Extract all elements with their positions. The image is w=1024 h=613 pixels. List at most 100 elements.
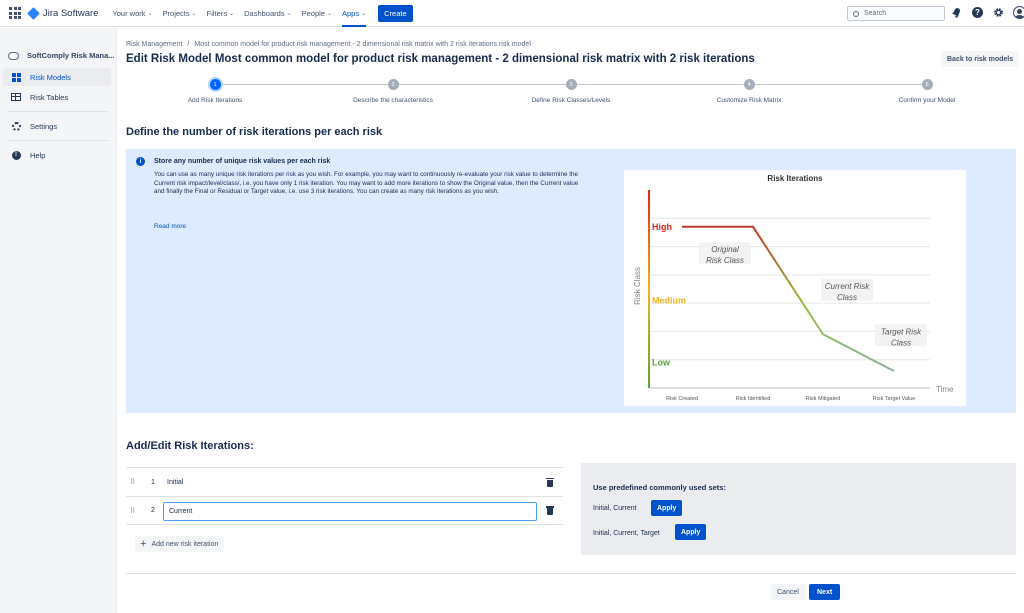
- sidebar-item-risk-models[interactable]: Risk Models: [3, 68, 111, 86]
- iteration-number: 2: [151, 507, 155, 514]
- chart-series-line: [682, 225, 895, 372]
- step-label: Customize Risk Matrix: [716, 97, 782, 104]
- step-define-risk-classes[interactable]: 3 Define Risk Classes/Levels: [501, 79, 641, 104]
- add-edit-heading: Add/Edit Risk Iterations:: [126, 440, 254, 452]
- product-name: Jira Software: [43, 7, 99, 19]
- create-button[interactable]: Create: [378, 4, 413, 22]
- jira-logo[interactable]: Jira Software: [27, 6, 99, 20]
- chart-x-tick-label: Risk Identified: [736, 396, 771, 402]
- cancel-button[interactable]: Cancel: [771, 584, 805, 600]
- iterations-list: ⠿ 1 Initial ⠿ 2: [126, 467, 563, 525]
- section-heading: Define the number of risk iterations per…: [126, 126, 383, 138]
- nav-filters[interactable]: Filters ⌄: [206, 8, 235, 18]
- next-button[interactable]: Next: [809, 584, 841, 600]
- drag-handle-icon[interactable]: ⠿: [130, 507, 135, 515]
- table-icon: [11, 92, 21, 102]
- apply-initial-current-target-button[interactable]: Apply: [675, 524, 707, 540]
- step-label: Add Risk Iterations: [187, 97, 243, 104]
- footer-divider: [126, 573, 1016, 574]
- sidebar-item-help[interactable]: ! Help: [3, 146, 111, 164]
- chart-annotation: Target Risk Class: [875, 324, 927, 347]
- trash-icon[interactable]: [546, 477, 554, 487]
- info-text: You can use as many unique risk iteratio…: [154, 171, 579, 195]
- chart-x-axis-label: Time: [936, 385, 954, 394]
- profile-avatar[interactable]: [1013, 6, 1024, 19]
- breadcrumb-root-link[interactable]: Risk Management: [126, 41, 183, 48]
- sidebar-divider: [8, 111, 108, 112]
- sidebar-item-label: Help: [30, 150, 46, 160]
- info-panel: i Store any number of unique risk values…: [126, 149, 1016, 413]
- add-new-risk-iteration-button[interactable]: + Add new risk iteration: [135, 536, 225, 552]
- app-name: SoftComply Risk Mana...: [27, 51, 115, 60]
- search-input[interactable]: Search: [847, 6, 945, 21]
- step-customize-risk-matrix[interactable]: 4 Customize Risk Matrix: [679, 79, 819, 104]
- iteration-name[interactable]: Initial: [167, 478, 184, 486]
- chart-annotation: Original Risk Class: [699, 242, 751, 265]
- breadcrumb-current[interactable]: Most common model for product risk manag…: [194, 41, 531, 48]
- add-iteration-label: Add new risk iteration: [151, 540, 219, 548]
- nav-projects[interactable]: Projects ⌄: [162, 8, 197, 18]
- sidebar-item-settings[interactable]: Settings: [3, 117, 111, 135]
- breadcrumb-separator: /: [187, 41, 190, 48]
- plus-icon: +: [140, 538, 147, 550]
- iteration-number: 1: [151, 478, 155, 486]
- nav-your-work[interactable]: Your work ⌄: [112, 8, 153, 18]
- chart-title: Risk Iterations: [767, 174, 823, 183]
- risk-iterations-chart: Risk Iterations Risk Class Time High Medi…: [624, 170, 966, 406]
- chevron-down-icon: ⌄: [361, 10, 367, 17]
- nav-dashboards[interactable]: Dashboards ⌄: [244, 8, 292, 18]
- preset-label: Initial, Current, Target: [593, 530, 660, 537]
- chart-level-label: Medium: [652, 295, 686, 305]
- chart-y-axis-label: Risk Class: [633, 267, 642, 305]
- chevron-down-icon: ⌄: [229, 10, 235, 17]
- chevron-down-icon: ⌄: [326, 10, 332, 17]
- step-label: Define Risk Classes/Levels: [531, 97, 611, 104]
- sidebar-item-label: Settings: [30, 121, 58, 131]
- drag-handle-icon[interactable]: ⠿: [130, 479, 135, 486]
- notification-icon[interactable]: [950, 6, 963, 19]
- breadcrumb: Risk Management / Most common model for pr…: [126, 41, 531, 48]
- sidebar-item-label: Risk Models: [30, 72, 71, 82]
- presets-title: Use predefined commonly used sets:: [593, 483, 726, 492]
- sidebar-item-risk-tables[interactable]: Risk Tables: [3, 88, 111, 106]
- nav-apps[interactable]: Apps ⌄: [342, 0, 367, 27]
- predefined-sets-panel: Use predefined commonly used sets: Initi…: [581, 463, 1016, 555]
- chart-level-label: Low: [652, 358, 671, 368]
- svg-text:Original: Original: [711, 245, 739, 254]
- sidebar-divider: [8, 140, 108, 141]
- list-item: ⠿ 2: [126, 496, 563, 525]
- chevron-down-icon: ⌄: [286, 10, 292, 17]
- info-icon: i: [136, 157, 145, 166]
- sidebar-item-label: Risk Tables: [30, 92, 69, 102]
- iteration-name-input[interactable]: [163, 502, 537, 521]
- sidebar: SoftComply Risk Mana... Risk Models Risk…: [0, 28, 117, 613]
- search-icon: [853, 10, 859, 17]
- step-add-risk-iterations[interactable]: 1 Add Risk Iterations: [145, 79, 285, 104]
- app-switcher-icon[interactable]: [9, 6, 23, 20]
- svg-text:Class: Class: [891, 338, 911, 347]
- search-placeholder: Search: [864, 10, 887, 17]
- step-describe-characteristics[interactable]: 2 Describe the characteristics: [323, 79, 463, 104]
- apply-initial-current-button[interactable]: Apply: [651, 500, 683, 516]
- grid-icon: [11, 72, 21, 82]
- nav-people[interactable]: People ⌄: [301, 8, 332, 18]
- settings-icon[interactable]: [992, 6, 1005, 19]
- list-item: ⠿ 1 Initial: [126, 467, 563, 496]
- svg-text:Current Risk: Current Risk: [825, 282, 870, 291]
- svg-text:Class: Class: [837, 293, 857, 302]
- gear-icon: [11, 121, 21, 131]
- step-label: Describe the characteristics: [353, 97, 433, 104]
- info-title: Store any number of unique risk values p…: [154, 158, 331, 165]
- chart-x-tick-label: Risk Target Value: [873, 396, 916, 402]
- trash-icon[interactable]: [546, 506, 554, 515]
- chart-annotation: Current Risk Class: [821, 279, 873, 302]
- step-confirm-model[interactable]: 5 Confirm your Model: [857, 79, 997, 104]
- chart-y-axis: [648, 190, 650, 388]
- read-more-link[interactable]: Read more: [154, 223, 187, 230]
- back-to-risk-models-button[interactable]: Back to risk models: [941, 51, 1020, 67]
- help-icon[interactable]: ?: [971, 6, 984, 19]
- chart-level-label: High: [652, 222, 672, 232]
- svg-text:Target Risk: Target Risk: [881, 327, 922, 336]
- app-header: SoftComply Risk Mana...: [0, 28, 116, 68]
- chart-x-tick-label: Risk Mitigated: [806, 396, 841, 402]
